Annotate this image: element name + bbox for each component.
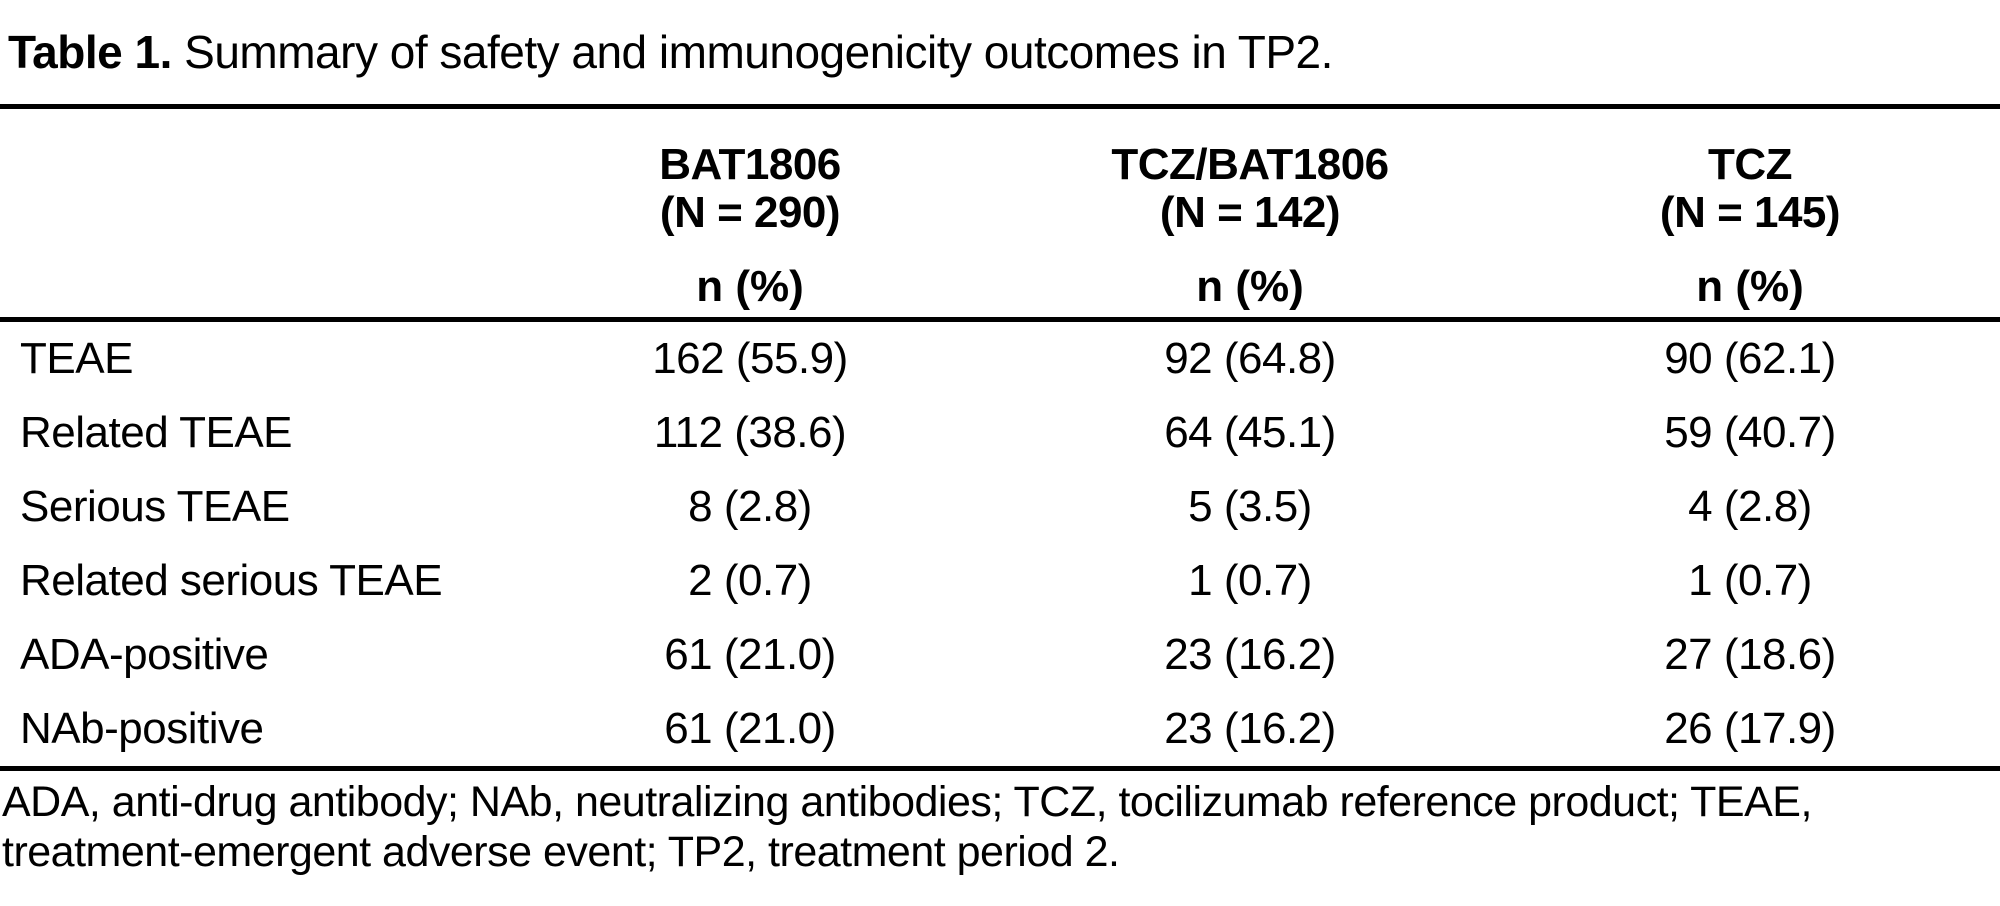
cell-value: 61 (21.0) <box>664 630 836 679</box>
cell-value: 92 (64.8) <box>1164 334 1336 383</box>
cell-value: 2 (0.7) <box>688 556 812 605</box>
data-table: BAT1806 (N = 290) TCZ/BAT1806 (N = 142) … <box>0 104 2000 771</box>
table-row-related-teae: Related TEAE 112 (38.6) 64 (45.1) 59 (40… <box>0 396 2000 470</box>
cell-value: 90 (62.1) <box>1664 334 1836 383</box>
column-n: (N = 290) <box>659 188 841 237</box>
table-row-related-serious-teae: Related serious TEAE 2 (0.7) 1 (0.7) 1 (… <box>0 544 2000 618</box>
column-name: BAT1806 <box>659 140 841 189</box>
table-footnote: ADA, anti-drug antibody; NAb, neutralizi… <box>0 771 2000 877</box>
cell-value: 27 (18.6) <box>1664 630 1836 679</box>
row-label: Related TEAE <box>20 408 293 457</box>
column-name: TCZ <box>1707 140 1793 189</box>
table-body: TEAE 162 (55.9) 92 (64.8) 90 (62.1) Rela… <box>0 322 2000 771</box>
row-label: Related serious TEAE <box>20 556 443 605</box>
column-n: (N = 142) <box>1159 188 1341 237</box>
row-label: NAb-positive <box>20 704 264 753</box>
cell-value: 4 (2.8) <box>1688 482 1812 531</box>
cell-value: 5 (3.5) <box>1188 482 1312 531</box>
cell-value: 23 (16.2) <box>1164 630 1336 679</box>
table-row-ada-positive: ADA-positive 61 (21.0) 23 (16.2) 27 (18.… <box>0 618 2000 692</box>
cell-value: 8 (2.8) <box>688 482 812 531</box>
cell-value: 61 (21.0) <box>664 704 836 753</box>
unit-cell-bat1806: n (%) <box>696 262 804 311</box>
table-header: BAT1806 (N = 290) TCZ/BAT1806 (N = 142) … <box>0 104 2000 322</box>
header-cell-tcz: TCZ (N = 145) <box>1500 141 2000 237</box>
row-label: TEAE <box>20 334 133 383</box>
table-number: Table 1. <box>8 26 172 78</box>
footnote-line-2: treatment-emergent adverse event; TP2, t… <box>2 828 1120 876</box>
header-unit-row: n (%) n (%) n (%) <box>0 263 2000 311</box>
column-n: (N = 145) <box>1659 188 1841 237</box>
cell-value: 112 (38.6) <box>653 408 847 457</box>
cell-value: 64 (45.1) <box>1164 408 1336 457</box>
cell-value: 26 (17.9) <box>1664 704 1836 753</box>
header-group-row: BAT1806 (N = 290) TCZ/BAT1806 (N = 142) … <box>0 141 2000 237</box>
unit-cell-tcz: n (%) <box>1696 262 1804 311</box>
unit-cell-tcz-bat1806: n (%) <box>1196 262 1304 311</box>
table-title: Table 1. Summary of safety and immunogen… <box>0 0 2000 80</box>
cell-value: 59 (40.7) <box>1664 408 1836 457</box>
footnote-line-1: ADA, anti-drug antibody; NAb, neutralizi… <box>2 778 1812 826</box>
table-row-serious-teae: Serious TEAE 8 (2.8) 5 (3.5) 4 (2.8) <box>0 470 2000 544</box>
column-name: TCZ/BAT1806 <box>1111 140 1389 189</box>
row-label: ADA-positive <box>20 630 269 679</box>
table-caption: Summary of safety and immunogenicity out… <box>171 26 1333 78</box>
cell-value: 1 (0.7) <box>1188 556 1312 605</box>
table-row-nab-positive: NAb-positive 61 (21.0) 23 (16.2) 26 (17.… <box>0 692 2000 766</box>
cell-value: 1 (0.7) <box>1688 556 1812 605</box>
header-cell-bat1806: BAT1806 (N = 290) <box>500 141 1000 237</box>
cell-value: 23 (16.2) <box>1164 704 1336 753</box>
header-cell-tcz-bat1806: TCZ/BAT1806 (N = 142) <box>1000 141 1500 237</box>
cell-value: 162 (55.9) <box>652 334 848 383</box>
table-row-teae: TEAE 162 (55.9) 92 (64.8) 90 (62.1) <box>0 322 2000 396</box>
row-label: Serious TEAE <box>20 482 290 531</box>
